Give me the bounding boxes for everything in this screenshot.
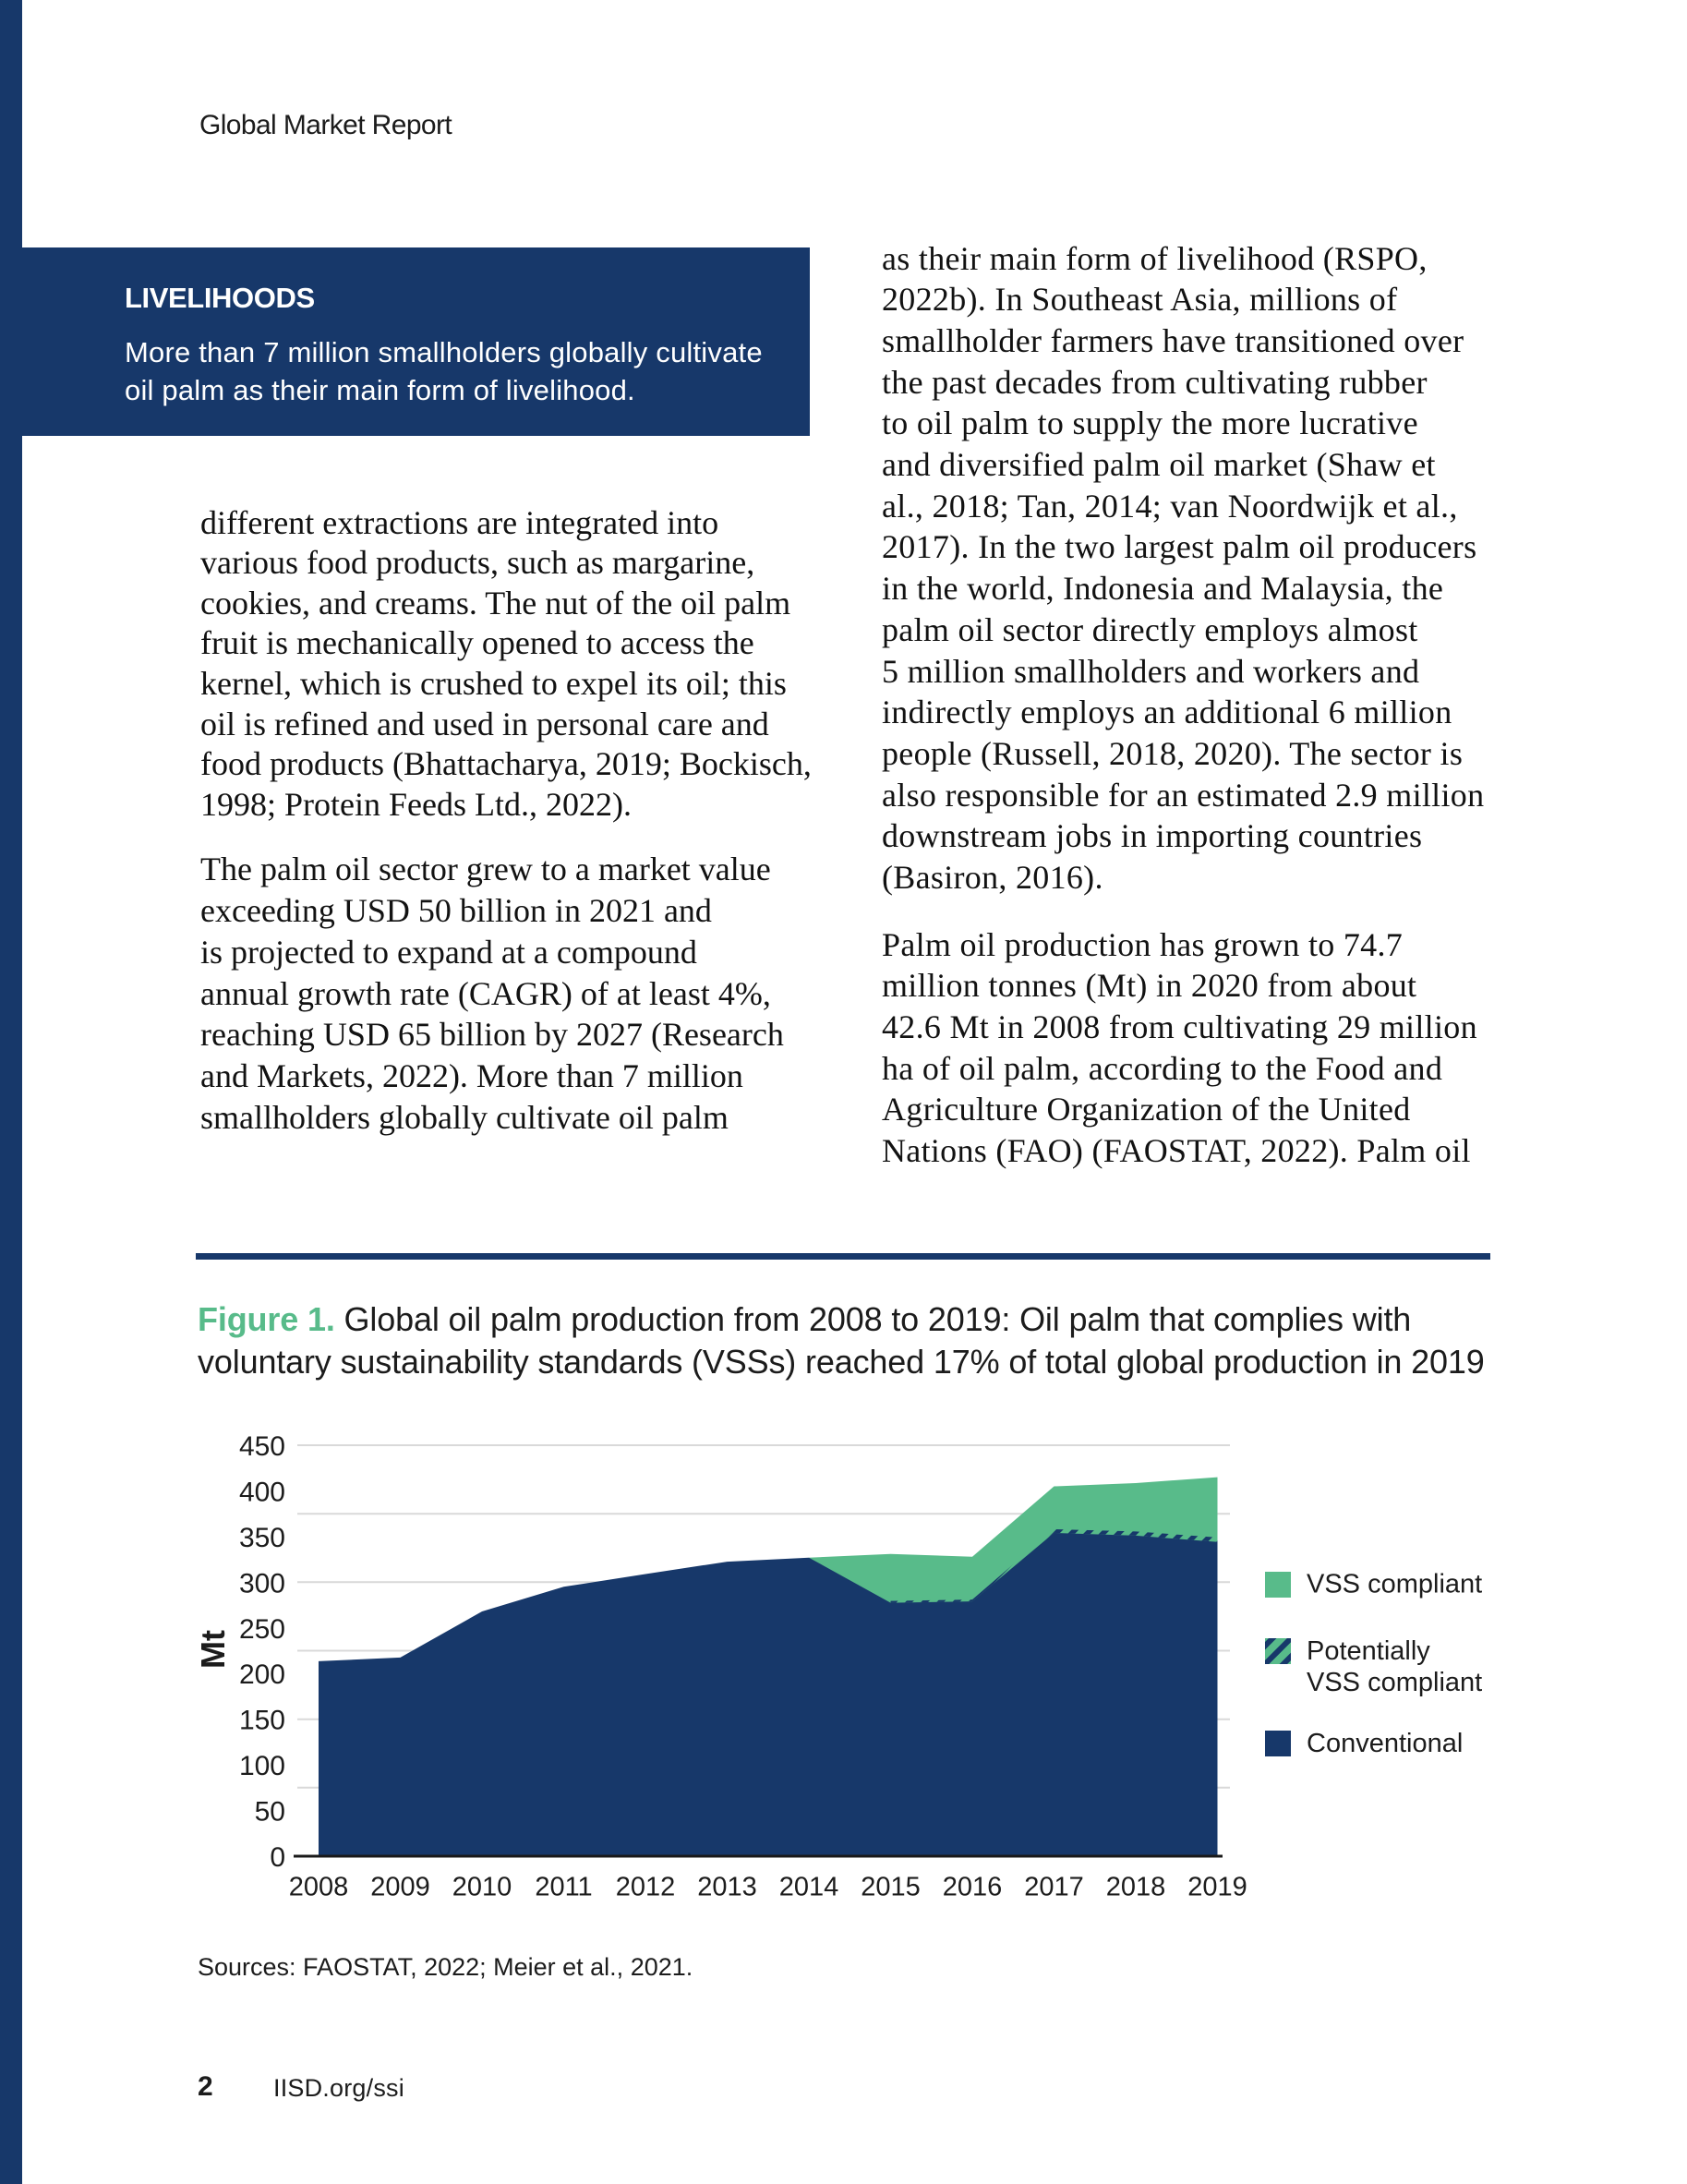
- svg-text:2014: 2014: [779, 1873, 839, 1902]
- svg-text:Mt: Mt: [194, 1630, 232, 1669]
- svg-text:2019: 2019: [1187, 1873, 1247, 1902]
- svg-text:2010: 2010: [452, 1873, 512, 1902]
- svg-text:VSS compliant: VSS compliant: [1307, 1668, 1482, 1697]
- svg-text:400: 400: [239, 1477, 285, 1507]
- svg-text:300: 300: [239, 1568, 285, 1599]
- svg-text:Conventional: Conventional: [1307, 1729, 1463, 1758]
- svg-text:2018: 2018: [1106, 1873, 1166, 1902]
- svg-text:2012: 2012: [616, 1873, 676, 1902]
- svg-text:2008: 2008: [289, 1873, 349, 1902]
- svg-text:450: 450: [239, 1431, 285, 1462]
- svg-text:VSS compliant: VSS compliant: [1307, 1570, 1482, 1599]
- svg-text:2016: 2016: [943, 1873, 1003, 1902]
- svg-text:Potentially: Potentially: [1307, 1636, 1430, 1666]
- svg-text:100: 100: [239, 1751, 285, 1781]
- svg-text:250: 250: [239, 1614, 285, 1645]
- svg-text:350: 350: [239, 1523, 285, 1553]
- svg-text:0: 0: [270, 1842, 285, 1873]
- svg-text:50: 50: [255, 1797, 285, 1828]
- svg-text:2009: 2009: [370, 1873, 430, 1902]
- svg-text:2015: 2015: [861, 1873, 921, 1902]
- svg-text:2017: 2017: [1024, 1873, 1084, 1902]
- svg-text:2013: 2013: [697, 1873, 757, 1902]
- svg-text:200: 200: [239, 1659, 285, 1690]
- svg-text:150: 150: [239, 1706, 285, 1736]
- svg-text:2011: 2011: [535, 1873, 592, 1902]
